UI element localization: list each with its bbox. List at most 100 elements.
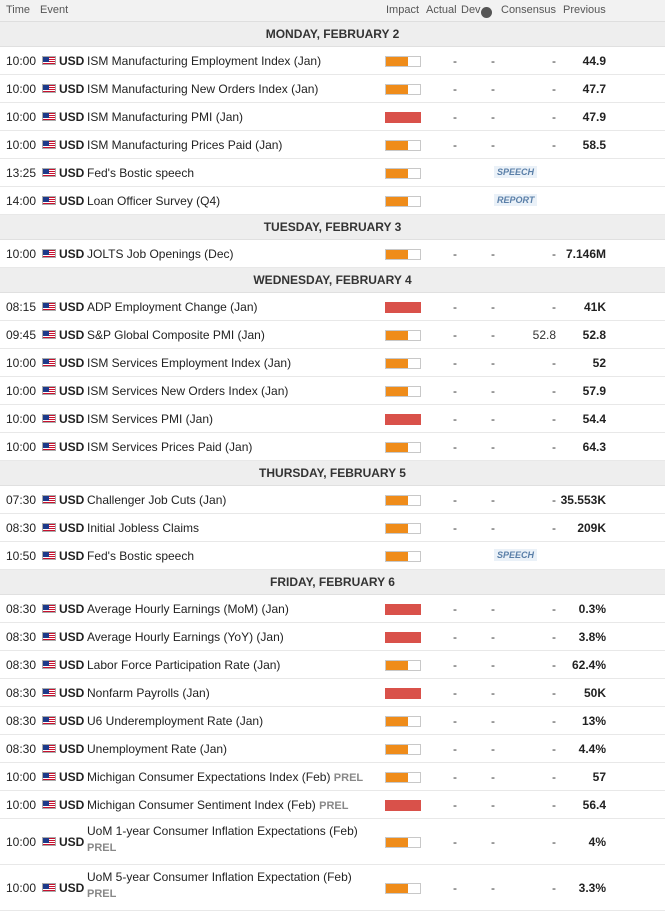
event-title[interactable]: Average Hourly Earnings (MoM) (Jan) — [87, 602, 289, 616]
impact-fill — [386, 250, 409, 259]
event-title[interactable]: Loan Officer Survey (Q4) — [87, 194, 221, 208]
event-name[interactable]: Loan Officer Survey (Q4) — [87, 193, 377, 209]
col-time[interactable]: Time — [6, 4, 31, 16]
event-row[interactable]: 07:30 USD Challenger Job Cuts (Jan) - - -35.5… — [0, 486, 665, 514]
event-row[interactable]: 08:30 USD Unemployment Rate (Jan) - - - 4.4% — [0, 735, 665, 763]
event-row[interactable]: 08:30 USD U6 Underemployment Rate (Jan) - - -… — [0, 707, 665, 735]
event-name[interactable]: Nonfarm Payrolls (Jan) — [87, 685, 377, 701]
event-title[interactable]: Fed's Bostic speech — [87, 166, 195, 180]
event-name[interactable]: Unemployment Rate (Jan) — [87, 741, 377, 757]
event-name[interactable]: U6 Underemployment Rate (Jan) — [87, 713, 377, 729]
event-title[interactable]: UoM 1-year Consumer Inflation Expectatio… — [87, 824, 358, 838]
event-row[interactable]: 10:00 USD Michigan Consumer Sentiment Inde… — [0, 791, 665, 819]
event-name[interactable]: Labor Force Participation Rate (Jan) — [87, 657, 377, 673]
event-row[interactable]: 08:30 USD Nonfarm Payrolls (Jan) - - - 50K — [0, 679, 665, 707]
event-title[interactable]: Challenger Job Cuts (Jan) — [87, 493, 227, 507]
consensus-value: - — [552, 138, 556, 152]
event-title[interactable]: ISM Services PMI (Jan) — [87, 412, 214, 426]
event-title[interactable]: ISM Manufacturing Employment Index (Jan) — [87, 54, 322, 68]
actual-value: - — [453, 110, 457, 124]
deviation-value: - — [491, 138, 495, 152]
event-title[interactable]: Michigan Consumer Sentiment Index (Feb) — [87, 798, 316, 812]
event-row[interactable]: 10:00 USD UoM 1-year Consumer Inflation Ex… — [0, 819, 665, 865]
event-title[interactable]: UoM 5-year Consumer Inflation Expectatio… — [87, 870, 352, 884]
event-row[interactable]: 10:00 USD ISM Manufacturing Employment Ind… — [0, 47, 665, 75]
impact-bar — [385, 837, 421, 848]
event-title[interactable]: Average Hourly Earnings (YoY) (Jan) — [87, 630, 284, 644]
event-name[interactable]: ISM Manufacturing Prices Paid (Jan) — [87, 137, 377, 153]
event-name[interactable]: ISM Services New Orders Index (Jan) — [87, 383, 377, 399]
event-title[interactable]: Fed's Bostic speech — [87, 549, 195, 563]
event-row[interactable]: 10:00 USD UoM 5-year Consumer Inflation Ex… — [0, 865, 665, 911]
event-name[interactable]: ISM Services Employment Index (Jan) — [87, 355, 377, 371]
event-row[interactable]: 10:00 USD Michigan Consumer Expectations I… — [0, 763, 665, 791]
event-name[interactable]: ISM Services PMI (Jan) — [87, 411, 377, 427]
event-row[interactable]: 09:45 USD S&P Global Composite PMI (Jan) - -… — [0, 321, 665, 349]
event-row[interactable]: 08:30 USD Average Hourly Earnings (MoM) (J… — [0, 595, 665, 623]
event-name[interactable]: ISM Manufacturing New Orders Index (Jan) — [87, 81, 377, 97]
col-previous[interactable]: Previous — [563, 4, 606, 16]
event-name[interactable]: ADP Employment Change (Jan) — [87, 299, 377, 315]
event-row[interactable]: 10:00 USD ISM Services New Orders Index (J… — [0, 377, 665, 405]
event-title[interactable]: S&P Global Composite PMI (Jan) — [87, 328, 265, 342]
event-title[interactable]: ADP Employment Change (Jan) — [87, 300, 258, 314]
event-title[interactable]: ISM Manufacturing New Orders Index (Jan) — [87, 82, 319, 96]
event-name[interactable]: Initial Jobless Claims — [87, 520, 377, 536]
event-name[interactable]: UoM 5-year Consumer Inflation Expectatio… — [87, 869, 362, 902]
event-title[interactable]: ISM Services New Orders Index (Jan) — [87, 384, 289, 398]
col-event[interactable]: Event — [40, 4, 69, 16]
event-name[interactable]: ISM Services Prices Paid (Jan) — [87, 439, 377, 455]
col-impact[interactable]: Impact — [386, 4, 420, 16]
col-dev[interactable]: Dev — [461, 4, 481, 16]
consensus-value: - — [552, 686, 556, 700]
event-name[interactable]: ISM Manufacturing Employment Index (Jan) — [87, 53, 377, 69]
event-name[interactable]: S&P Global Composite PMI (Jan) — [87, 327, 377, 343]
event-row[interactable]: 08:30 USD Labor Force Participation Rate (… — [0, 651, 665, 679]
impact-bar — [385, 196, 421, 207]
previous-value: 3.3% — [578, 881, 606, 895]
impact-bar — [385, 660, 421, 671]
col-actual[interactable]: Actual — [426, 4, 457, 16]
event-row[interactable]: 10:00 USD ISM Manufacturing PMI (Jan) - - - 47… — [0, 103, 665, 131]
event-title[interactable]: ISM Services Employment Index (Jan) — [87, 356, 292, 370]
event-row[interactable]: 10:00 USD ISM Services Prices Paid (Jan) - -… — [0, 433, 665, 461]
event-row[interactable]: 08:15 USD ADP Employment Change (Jan) - - - 41… — [0, 293, 665, 321]
event-name[interactable]: ISM Manufacturing PMI (Jan) — [87, 109, 377, 125]
event-row[interactable]: 08:30 USD Average Hourly Earnings (YoY) (J… — [0, 623, 665, 651]
event-row[interactable]: 10:00 USD ISM Services PMI (Jan) - - - 54.4 — [0, 405, 665, 433]
event-name[interactable]: Average Hourly Earnings (MoM) (Jan) — [87, 601, 377, 617]
currency: USD — [59, 630, 85, 644]
event-name[interactable]: Average Hourly Earnings (YoY) (Jan) — [87, 629, 377, 645]
event-row[interactable]: 14:00 USD Loan Officer Survey (Q4) REPORT — [0, 187, 665, 215]
event-name[interactable]: Fed's Bostic speech — [87, 548, 377, 564]
event-name[interactable]: Michigan Consumer Expectations Index (Fe… — [87, 769, 377, 786]
event-name[interactable]: Fed's Bostic speech — [87, 165, 377, 181]
event-title[interactable]: JOLTS Job Openings (Dec) — [87, 247, 234, 261]
event-title[interactable]: ISM Manufacturing Prices Paid (Jan) — [87, 138, 283, 152]
event-title[interactable]: ISM Manufacturing PMI (Jan) — [87, 110, 244, 124]
event-row[interactable]: 13:25 USD Fed's Bostic speech SPEECH — [0, 159, 665, 187]
currency: USD — [59, 440, 85, 454]
event-name[interactable]: Challenger Job Cuts (Jan) — [87, 492, 377, 508]
event-row[interactable]: 10:00 USD ISM Manufacturing New Orders Ind… — [0, 75, 665, 103]
event-time: 10:00 — [6, 835, 37, 849]
event-name[interactable]: Michigan Consumer Sentiment Index (Feb) … — [87, 797, 377, 814]
event-row[interactable]: 10:00 USD ISM Services Employment Index (J… — [0, 349, 665, 377]
event-title[interactable]: Nonfarm Payrolls (Jan) — [87, 686, 210, 700]
event-name[interactable]: JOLTS Job Openings (Dec) — [87, 246, 377, 262]
event-row[interactable]: 10:50 USD Fed's Bostic speech SPEECH — [0, 542, 665, 570]
actual-value: - — [453, 54, 457, 68]
event-time: 08:15 — [6, 300, 37, 314]
event-title[interactable]: U6 Underemployment Rate (Jan) — [87, 714, 264, 728]
event-title[interactable]: Unemployment Rate (Jan) — [87, 742, 228, 756]
event-title[interactable]: Labor Force Participation Rate (Jan) — [87, 658, 281, 672]
event-row[interactable]: 08:30 USD Initial Jobless Claims - - - 209K — [0, 514, 665, 542]
previous-value: 44.9 — [582, 54, 606, 68]
event-title[interactable]: Michigan Consumer Expectations Index (Fe… — [87, 770, 331, 784]
event-row[interactable]: 10:00 USD ISM Manufacturing Prices Paid (J… — [0, 131, 665, 159]
event-title[interactable]: ISM Services Prices Paid (Jan) — [87, 440, 253, 454]
event-name[interactable]: UoM 1-year Consumer Inflation Expectatio… — [87, 823, 362, 856]
event-row[interactable]: 10:00 USD JOLTS Job Openings (Dec) - - -7.146… — [0, 240, 665, 268]
event-title[interactable]: Initial Jobless Claims — [87, 521, 200, 535]
col-consensus[interactable]: Consensus — [501, 4, 557, 16]
